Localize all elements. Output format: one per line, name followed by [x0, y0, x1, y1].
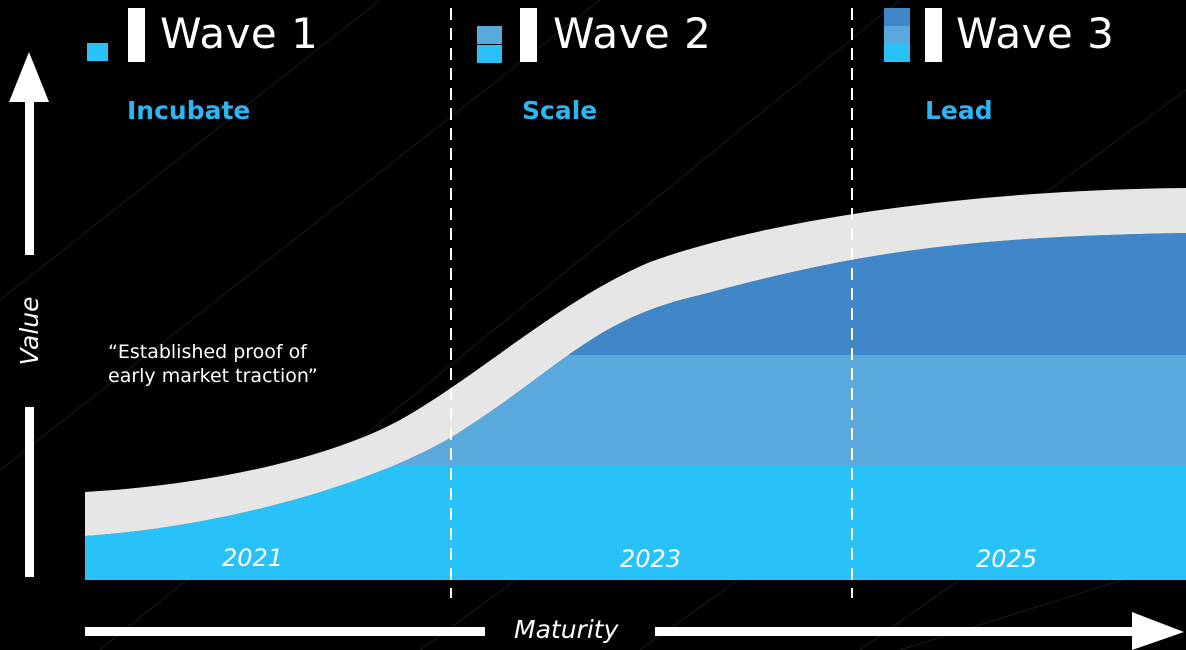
wave1-phase-label: Incubate: [127, 96, 251, 125]
quote-text: “Established proof of early market tract…: [108, 340, 318, 388]
wave3-phase-label: Lead: [925, 96, 993, 125]
x-axis-arrow: [85, 612, 1184, 650]
wave1-title: Wave 1: [160, 9, 319, 58]
wave3-year: 2025: [976, 545, 1038, 573]
y-axis-arrow: [9, 52, 49, 577]
quote-line-1: “Established proof of: [108, 341, 307, 363]
wave3-title: Wave 3: [956, 9, 1115, 58]
wave1-icon: [87, 8, 145, 62]
wave1-year: 2021: [222, 544, 284, 572]
value-curve-band: [85, 188, 1186, 536]
wave2-icon: [477, 8, 537, 63]
quote-line-2: early market traction”: [108, 365, 318, 387]
wave2-phase-label: Scale: [522, 96, 598, 125]
y-axis-label: Value: [15, 296, 44, 366]
wave2-year: 2023: [620, 545, 682, 573]
x-axis-label: Maturity: [514, 615, 619, 644]
wave3-icon: [884, 8, 942, 62]
wave2-title: Wave 2: [553, 9, 712, 58]
